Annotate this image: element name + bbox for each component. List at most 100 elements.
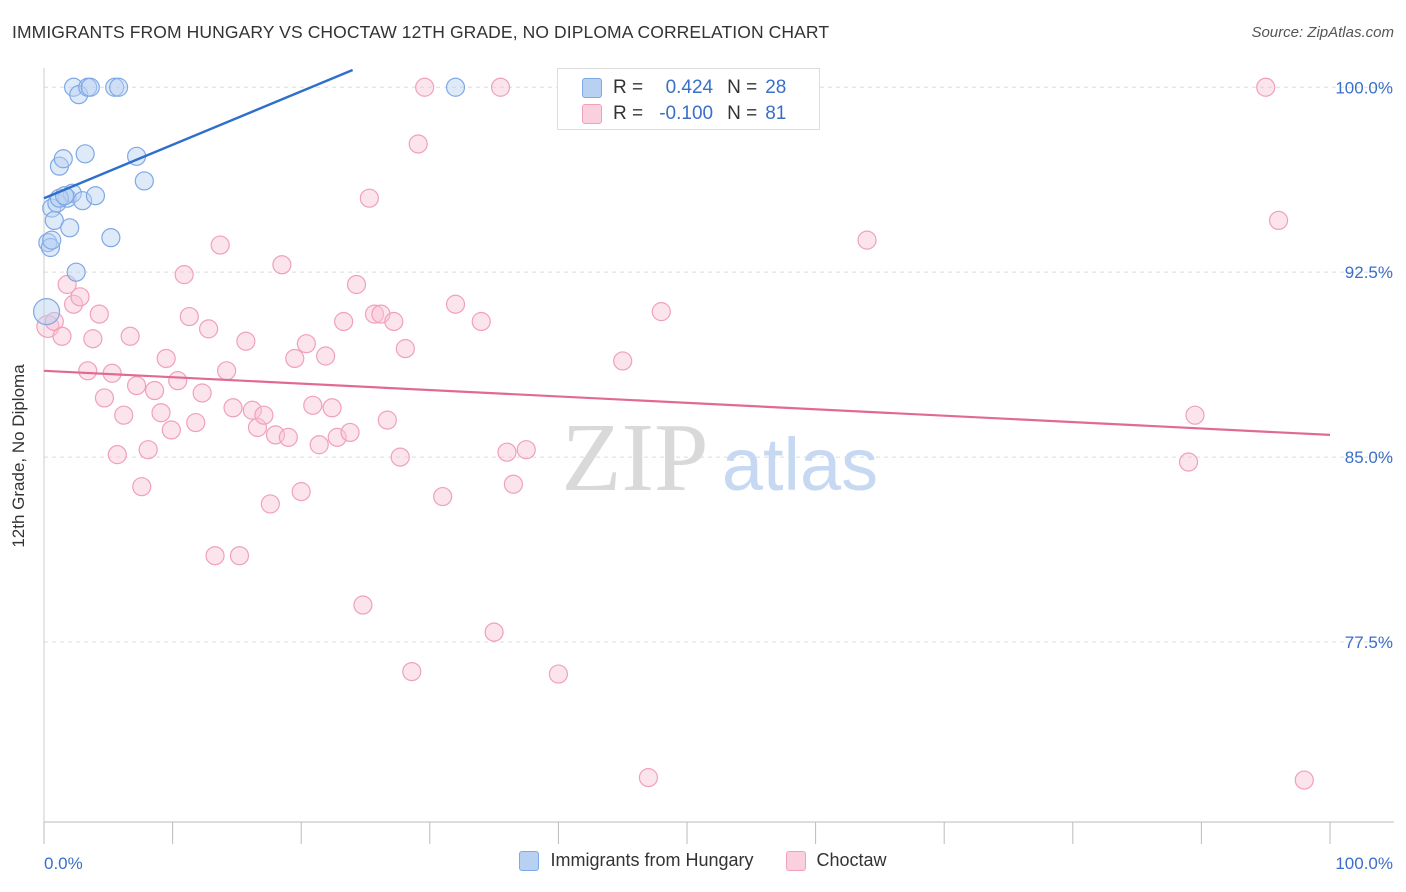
hungary-point <box>72 191 93 211</box>
choctaw-point <box>278 427 298 447</box>
choctaw-point <box>359 188 379 208</box>
choctaw-swatch <box>785 850 806 871</box>
hungary-point <box>42 230 62 250</box>
choctaw-point <box>395 339 415 359</box>
choctaw-point <box>327 427 347 447</box>
choctaw-point <box>94 388 115 408</box>
watermark: ZIP atlas <box>562 404 879 512</box>
choctaw-point <box>114 405 134 425</box>
choctaw-point <box>138 440 158 460</box>
legend-item-hungary: Immigrants from Hungary <box>519 850 754 871</box>
choctaw-point <box>390 447 410 467</box>
x-tick-label: 0.0% <box>44 854 83 873</box>
choctaw-point <box>229 546 250 566</box>
y-tick-label: 92.5% <box>1345 263 1393 282</box>
watermark-atlas: atlas <box>722 423 878 506</box>
choctaw-point <box>309 435 329 455</box>
choctaw-trend-line <box>43 369 1331 437</box>
choctaw-point <box>857 230 877 250</box>
choctaw-point <box>516 440 536 460</box>
legend-label-hungary: Immigrants from Hungary <box>550 850 754 870</box>
r-value-choctaw: -0.100 <box>659 103 714 124</box>
choctaw-point <box>1256 77 1276 97</box>
hungary-point <box>32 298 61 326</box>
r-value-hungary: 0.424 <box>665 77 714 98</box>
choctaw-point <box>156 348 176 369</box>
watermark-zip: ZIP <box>562 404 709 512</box>
choctaw-point <box>353 595 373 615</box>
choctaw-point <box>89 304 109 324</box>
hungary-point <box>108 77 129 97</box>
choctaw-point <box>52 326 72 346</box>
choctaw-point <box>291 482 311 502</box>
choctaw-point <box>63 294 84 314</box>
choctaw-point <box>132 477 152 497</box>
stat-row-hungary: R = 0.424 N = 28 <box>582 76 786 100</box>
hungary-point <box>80 77 100 97</box>
choctaw-point <box>322 398 342 418</box>
choctaw-point <box>377 410 397 430</box>
series-legend: Immigrants from Hungary Choctaw <box>0 850 1406 871</box>
y-tick-label: 100.0% <box>1335 78 1393 97</box>
choctaw-point <box>126 375 147 396</box>
choctaw-point <box>210 235 230 255</box>
choctaw-point <box>402 661 422 682</box>
hungary-points <box>32 77 466 326</box>
choctaw-swatch <box>582 104 602 124</box>
choctaw-point <box>174 265 194 285</box>
choctaw-point <box>205 546 225 566</box>
choctaw-point <box>192 383 212 403</box>
choctaw-point <box>161 420 181 440</box>
hungary-point <box>445 77 466 97</box>
hungary-point <box>53 149 73 169</box>
trend-lines <box>43 68 1331 437</box>
choctaw-point <box>503 474 523 494</box>
choctaw-point <box>638 768 659 788</box>
choctaw-point <box>334 311 354 332</box>
choctaw-point <box>179 306 199 327</box>
choctaw-point <box>316 346 336 366</box>
choctaw-point <box>433 486 453 507</box>
n-label: N = <box>727 103 758 124</box>
choctaw-point <box>484 622 504 642</box>
choctaw-point <box>651 302 671 322</box>
hungary-point <box>85 186 106 206</box>
hungary-point <box>101 228 121 248</box>
choctaw-point <box>247 417 268 438</box>
hungary-point <box>60 218 80 238</box>
chart-title: IMMIGRANTS FROM HUNGARY VS CHOCTAW 12TH … <box>12 22 830 42</box>
choctaw-point <box>217 361 237 381</box>
r-label: R = <box>613 103 644 124</box>
choctaw-point <box>254 405 274 425</box>
hungary-point <box>40 237 61 258</box>
source-label: Source: ZipAtlas.com <box>1251 24 1394 41</box>
legend-item-choctaw: Choctaw <box>785 850 887 871</box>
choctaw-point <box>445 294 466 314</box>
choctaw-point <box>186 412 206 433</box>
n-label: N = <box>727 77 758 98</box>
legend-label-choctaw: Choctaw <box>816 850 887 870</box>
r-label: R = <box>613 77 644 98</box>
axes <box>43 68 1394 844</box>
choctaw-point <box>151 403 171 423</box>
choctaw-point <box>242 400 262 420</box>
choctaw-point <box>497 442 517 462</box>
stat-row-choctaw: R = -0.100 N = 81 <box>582 102 786 126</box>
choctaw-point <box>107 445 127 465</box>
choctaw-point <box>1178 452 1199 472</box>
n-value-hungary: 28 <box>765 77 787 98</box>
choctaw-point <box>78 361 98 381</box>
choctaw-point <box>340 422 360 443</box>
y-tick-label: 77.5% <box>1345 633 1393 652</box>
stat-legend: R = 0.424 N = 28 R = -0.100 N = 81 <box>557 68 820 130</box>
choctaw-point <box>490 77 511 97</box>
hungary-trend-line <box>43 68 354 200</box>
choctaw-point <box>144 380 165 401</box>
choctaw-point <box>408 134 428 154</box>
choctaw-point <box>296 334 316 354</box>
choctaw-point <box>260 494 280 514</box>
tick-labels: 77.5% 85.0% 92.5% 100.0% 0.0% 100.0% <box>44 78 1393 873</box>
y-tick-label: 85.0% <box>1345 448 1393 467</box>
choctaw-point <box>168 371 188 391</box>
hungary-swatch <box>519 850 540 871</box>
